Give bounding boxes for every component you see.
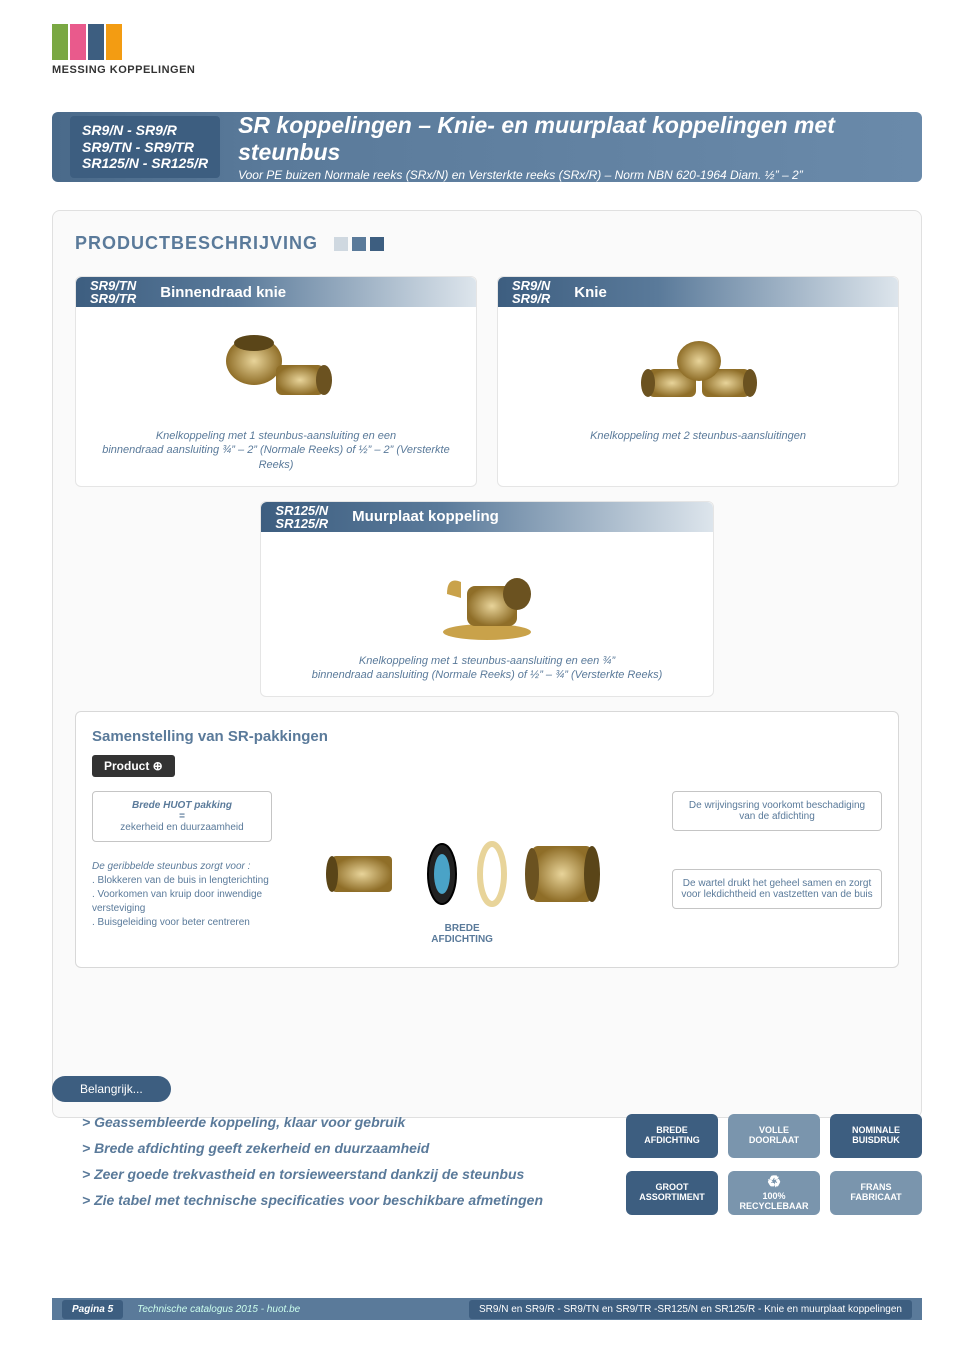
belangrijk-tab: Belangrijk...: [52, 1076, 171, 1102]
samenstelling-box: Samenstelling van SR-pakkingen Product ⊕…: [75, 711, 899, 968]
samen-title: Samenstelling van SR-pakkingen: [92, 728, 882, 745]
samen-left-eq: =: [101, 811, 263, 822]
samen-left-list: De geribbelde steunbus zorgt voor : . Bl…: [92, 860, 272, 930]
samen-right-box-1: De wrijvingsring voorkomt beschadiging v…: [672, 791, 882, 831]
bicon-3: GROOTASSORTIMENT: [626, 1171, 718, 1215]
title-squares: [334, 237, 384, 251]
main-content: PRODUCTBESCHRIJVING SR9/TNSR9/TR Binnend…: [52, 210, 922, 1118]
product-caption-1: Knelkoppeling met 2 steunbus-aansluiting…: [582, 429, 814, 443]
product-header-2: SR125/NSR125/R Muurplaat koppeling: [261, 502, 712, 532]
header-title: SR koppelingen – Knie- en muurplaat kopp…: [238, 112, 904, 166]
product-name-1: Knie: [574, 284, 607, 301]
belangrijk-item-1: > Brede afdichting geeft zekerheid en du…: [82, 1140, 598, 1156]
product-card-1: SR9/NSR9/R Knie Knelkopp: [497, 276, 899, 487]
product-row-2: SR125/NSR125/R Muurplaat koppeling Knel: [75, 501, 899, 698]
samen-right-box-2: De wartel drukt het geheel samen en zorg…: [672, 869, 882, 909]
footer-right: SR9/N en SR9/R - SR9/TN en SR9/TR -SR125…: [469, 1300, 912, 1319]
header-code-1: SR9/TN - SR9/TR: [82, 139, 208, 156]
belangrijk-content: > Geassembleerde koppeling, klaar voor g…: [52, 1114, 922, 1218]
samen-left: Brede HUOT pakking = zekerheid en duurza…: [92, 791, 272, 930]
title-sq-1: [352, 237, 366, 251]
logo-bar-3: [88, 24, 104, 60]
samen-left-top: Brede HUOT pakking: [101, 800, 263, 811]
samen-left-lead: De geribbelde steunbus zorgt voor :: [92, 860, 272, 874]
product-caption-0: Knelkoppeling met 1 steunbus-aansluiting…: [90, 429, 462, 472]
samen-right: De wrijvingsring voorkomt beschadiging v…: [672, 791, 882, 947]
product-caption-2: Knelkoppeling met 1 steunbus-aansluiting…: [304, 654, 671, 683]
belangrijk-list: > Geassembleerde koppeling, klaar voor g…: [52, 1114, 598, 1218]
samen-left-bottom: zekerheid en duurzaamheid: [101, 822, 263, 833]
product-body-2: Knelkoppeling met 1 steunbus-aansluiting…: [261, 532, 712, 697]
samen-left-item-0: . Blokkeren van de buis in lengterichtin…: [92, 874, 272, 888]
belangrijk-item-0: > Geassembleerde koppeling, klaar voor g…: [82, 1114, 598, 1130]
product-row-1: SR9/TNSR9/TR Binnendraad knie Knelkoppe: [75, 276, 899, 487]
product-header-0: SR9/TNSR9/TR Binnendraad knie: [76, 277, 476, 307]
product-body-1: Knelkoppeling met 2 steunbus-aansluiting…: [498, 307, 898, 457]
product-image-2: [417, 546, 557, 646]
product-name-2: Muurplaat koppeling: [352, 508, 499, 525]
logo: MESSING KOPPELINGEN: [52, 24, 195, 76]
samen-left-box: Brede HUOT pakking = zekerheid en duurza…: [92, 791, 272, 842]
logo-bar-2: [70, 24, 86, 60]
samen-center-image: BREDEAFDICHTING: [272, 791, 672, 951]
product-image-0: [206, 321, 346, 421]
header-right: SR koppelingen – Knie- en muurplaat kopp…: [238, 112, 904, 182]
title-sq-2: [370, 237, 384, 251]
header-banner: SR9/N - SR9/R SR9/TN - SR9/TR SR125/N - …: [52, 112, 922, 182]
product-card-0: SR9/TNSR9/TR Binnendraad knie Knelkoppe: [75, 276, 477, 487]
belangrijk-item-2: > Zeer goede trekvastheid en torsieweers…: [82, 1166, 598, 1182]
samen-left-item-1: . Voorkomen van kruip door inwendige ver…: [92, 888, 272, 916]
samen-left-item-2: . Buisgeleiding voor beter centreren: [92, 916, 272, 930]
product-header-1: SR9/NSR9/R Knie: [498, 277, 898, 307]
footer: Pagina 5 Technische catalogus 2015 - huo…: [52, 1298, 922, 1320]
footer-page: Pagina 5: [62, 1300, 123, 1319]
belangrijk-icons: BREDEAFDICHTING VOLLEDOORLAAT NOMINALEBU…: [626, 1114, 922, 1218]
header-code-0: SR9/N - SR9/R: [82, 122, 208, 139]
header-code-2: SR125/N - SR125/R: [82, 155, 208, 172]
product-codes-2: SR125/NSR125/R: [275, 504, 328, 530]
product-card-2: SR125/NSR125/R Muurplaat koppeling Knel: [260, 501, 713, 698]
bicon-5: FRANSFABRICAAT: [830, 1171, 922, 1215]
footer-mid: Technische catalogus 2015 - huot.be: [137, 1304, 300, 1315]
product-codes-1: SR9/NSR9/R: [512, 279, 550, 305]
bicon-1: VOLLEDOORLAAT: [728, 1114, 820, 1158]
bicon-2: NOMINALEBUISDRUK: [830, 1114, 922, 1158]
section-title: PRODUCTBESCHRIJVING: [75, 233, 899, 254]
logo-bar-4: [106, 24, 122, 60]
section-title-text: PRODUCTBESCHRIJVING: [75, 233, 318, 253]
brede-label: BREDEAFDICHTING: [431, 923, 493, 945]
title-sq-0: [334, 237, 348, 251]
bicon-4: ♻100% RECYCLEBAAR: [728, 1171, 820, 1215]
logo-bars: [52, 24, 195, 60]
logo-text: MESSING KOPPELINGEN: [52, 64, 195, 76]
belangrijk-item-3: > Zie tabel met technische specificaties…: [82, 1192, 598, 1208]
bicon-0: BREDEAFDICHTING: [626, 1114, 718, 1158]
samen-content: Brede HUOT pakking = zekerheid en duurza…: [92, 791, 882, 951]
belangrijk-section: Belangrijk... > Geassembleerde koppeling…: [52, 1076, 922, 1218]
product-image-1: [628, 321, 768, 421]
logo-bar-1: [52, 24, 68, 60]
page: MESSING KOPPELINGEN SR9/N - SR9/R SR9/TN…: [0, 0, 960, 1358]
header-codes: SR9/N - SR9/R SR9/TN - SR9/TR SR125/N - …: [70, 116, 220, 178]
product-name-0: Binnendraad knie: [160, 284, 286, 301]
header-subtitle: Voor PE buizen Normale reeks (SRx/N) en …: [238, 168, 904, 182]
product-codes-0: SR9/TNSR9/TR: [90, 279, 136, 305]
product-body-0: Knelkoppeling met 1 steunbus-aansluiting…: [76, 307, 476, 486]
product-badge: Product ⊕: [92, 755, 175, 777]
